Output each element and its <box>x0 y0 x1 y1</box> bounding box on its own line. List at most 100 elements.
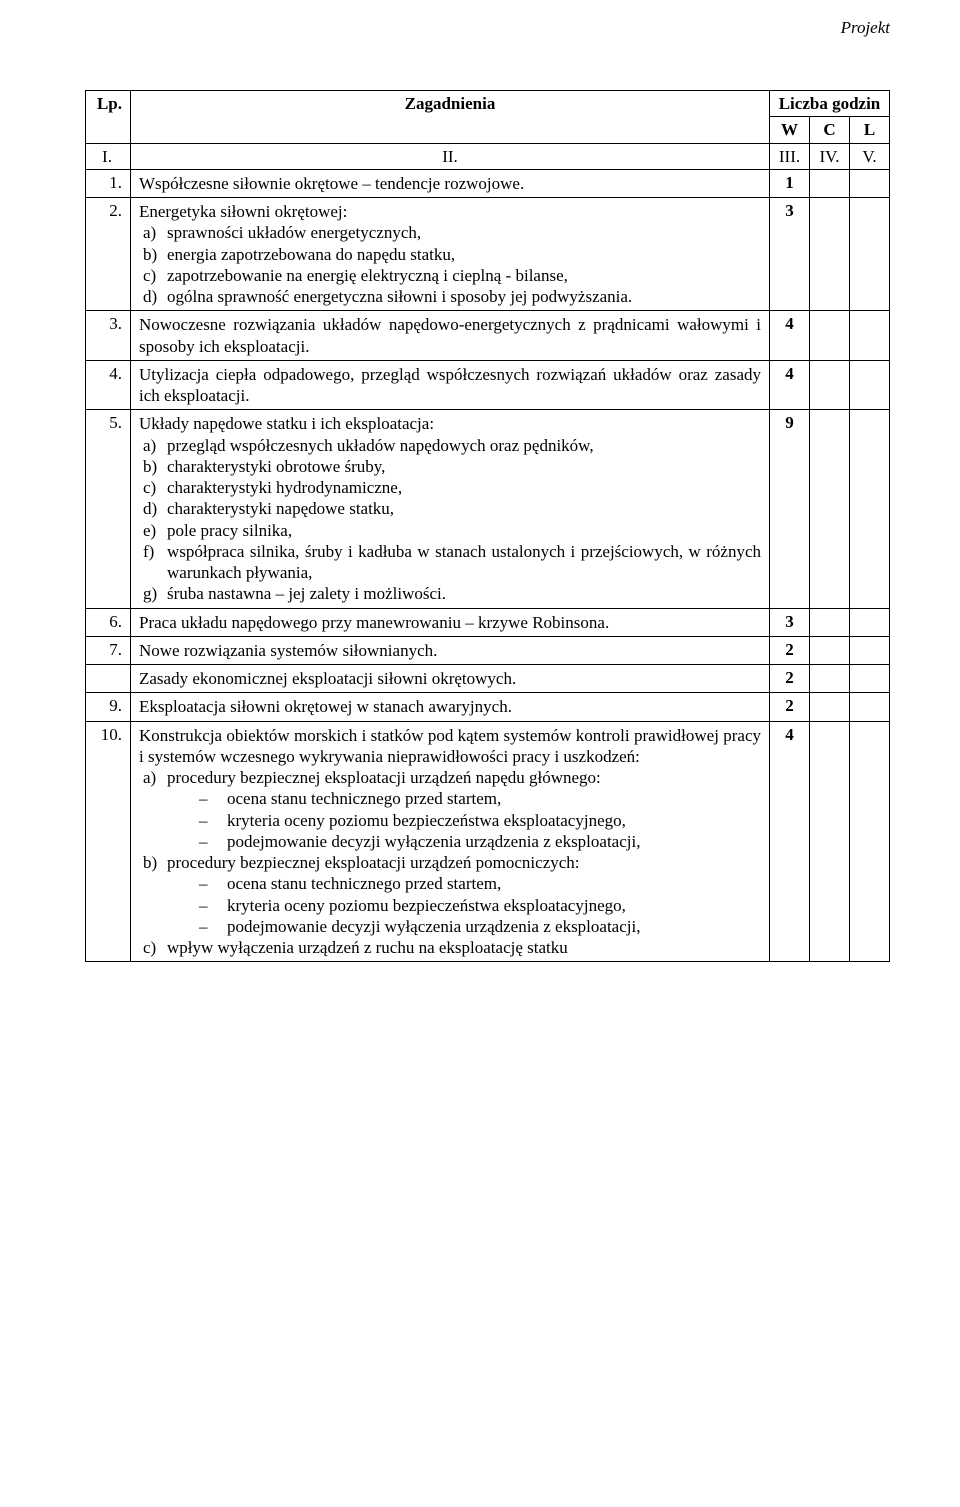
list-item: a) procedury bezpiecznej eksploatacji ur… <box>167 767 761 852</box>
header-row-1: Lp. Zagadnienia Liczba godzin <box>86 91 890 117</box>
row-l <box>850 693 890 721</box>
list-marker: a) <box>143 435 156 456</box>
row-text: Nowoczesne rozwiązania układów napędowo-… <box>131 311 770 361</box>
col-l-header: L <box>850 117 890 143</box>
table-row: 6. Praca układu napędowego przy manewrow… <box>86 608 890 636</box>
list-item: d)ogólna sprawność energetyczna siłowni … <box>167 286 761 307</box>
roman-I: I. <box>86 143 131 169</box>
list-text: zapotrzebowanie na energię elektryczną i… <box>167 266 568 285</box>
list-text: przegląd współczesnych układów napędowyc… <box>167 436 594 455</box>
list-text: sprawności układów energetycznych, <box>167 223 421 242</box>
list-text: procedury bezpiecznej eksploatacji urząd… <box>167 853 580 872</box>
roman-II: II. <box>131 143 770 169</box>
row-w: 3 <box>770 198 810 311</box>
list-marker: c) <box>143 477 156 498</box>
row-c <box>810 721 850 962</box>
table-row: 1. Współczesne siłownie okrętowe – tende… <box>86 169 890 197</box>
row-text: Układy napędowe statku i ich eksploatacj… <box>139 413 761 434</box>
dash-item: podejmowanie decyzji wyłączenia urządzen… <box>227 831 761 852</box>
sub-list: a) procedury bezpiecznej eksploatacji ur… <box>139 767 761 958</box>
sub-list: a)sprawności układów energetycznych, b)e… <box>139 222 761 307</box>
dash-list: ocena stanu technicznego przed startem, … <box>167 788 761 852</box>
dash-item: ocena stanu technicznego przed startem, <box>227 788 761 809</box>
table-row: 3. Nowoczesne rozwiązania układów napędo… <box>86 311 890 361</box>
row-l <box>850 721 890 962</box>
row-c <box>810 636 850 664</box>
list-item: a)przegląd współczesnych układów napędow… <box>167 435 761 456</box>
col-lp-header: Lp. <box>86 91 131 144</box>
list-marker: g) <box>143 583 157 604</box>
syllabus-table: Lp. Zagadnienia Liczba godzin W C L I. I… <box>85 90 890 962</box>
row-number: 3. <box>86 311 131 361</box>
list-marker: d) <box>143 286 157 307</box>
list-text: ogólna sprawność energetyczna siłowni i … <box>167 287 632 306</box>
list-item: g)śruba nastawna – jej zalety i możliwoś… <box>167 583 761 604</box>
row-l <box>850 665 890 693</box>
roman-IV: IV. <box>810 143 850 169</box>
row-text: Nowe rozwiązania systemów siłownianych. <box>131 636 770 664</box>
list-item: f)współpraca silnika, śruby i kadłuba w … <box>167 541 761 584</box>
row-number: 5. <box>86 410 131 608</box>
table-row: 10. Konstrukcja obiektów morskich i stat… <box>86 721 890 962</box>
row-w: 1 <box>770 169 810 197</box>
col-c-header: C <box>810 117 850 143</box>
row-text: Eksploatacja siłowni okrętowej w stanach… <box>131 693 770 721</box>
row-number <box>86 665 131 693</box>
col-w-header: W <box>770 117 810 143</box>
row-l <box>850 636 890 664</box>
list-text: śruba nastawna – jej zalety i możliwości… <box>167 584 446 603</box>
list-text: energia zapotrzebowana do napędu statku, <box>167 245 455 264</box>
list-item: d)charakterystyki napędowe statku, <box>167 498 761 519</box>
project-label: Projekt <box>841 18 890 38</box>
row-l <box>850 198 890 311</box>
table-row: 9. Eksploatacja siłowni okrętowej w stan… <box>86 693 890 721</box>
row-l <box>850 410 890 608</box>
dash-item: kryteria oceny poziomu bezpieczeństwa ek… <box>227 810 761 831</box>
row-number: 7. <box>86 636 131 664</box>
row-c <box>810 665 850 693</box>
row-c <box>810 693 850 721</box>
row-l <box>850 311 890 361</box>
list-marker: c) <box>143 265 156 286</box>
row-number: 6. <box>86 608 131 636</box>
list-item: b)charakterystyki obrotowe śruby, <box>167 456 761 477</box>
row-number: 4. <box>86 360 131 410</box>
dash-item: kryteria oceny poziomu bezpieczeństwa ek… <box>227 895 761 916</box>
row-w: 4 <box>770 721 810 962</box>
list-item: c)zapotrzebowanie na energię elektryczną… <box>167 265 761 286</box>
list-text: charakterystyki napędowe statku, <box>167 499 394 518</box>
list-item: b) procedury bezpiecznej eksploatacji ur… <box>167 852 761 937</box>
row-text: Konstrukcja obiektów morskich i statków … <box>139 725 761 768</box>
list-text: procedury bezpiecznej eksploatacji urząd… <box>167 768 601 787</box>
row-l <box>850 360 890 410</box>
list-marker: e) <box>143 520 156 541</box>
row-number: 1. <box>86 169 131 197</box>
page: Projekt Lp. Zagadnienia Liczba godzin W … <box>0 0 960 1022</box>
row-l <box>850 169 890 197</box>
roman-row: I. II. III. IV. V. <box>86 143 890 169</box>
table-row: Zasady ekonomicznej eksploatacji siłowni… <box>86 665 890 693</box>
list-item: c)charakterystyki hydrodynamiczne, <box>167 477 761 498</box>
roman-V: V. <box>850 143 890 169</box>
row-w: 3 <box>770 608 810 636</box>
list-marker: c) <box>143 937 156 958</box>
row-content: Układy napędowe statku i ich eksploatacj… <box>131 410 770 608</box>
list-marker: b) <box>143 456 157 477</box>
list-text: charakterystyki hydrodynamiczne, <box>167 478 402 497</box>
table-row: 5. Układy napędowe statku i ich eksploat… <box>86 410 890 608</box>
row-w: 2 <box>770 636 810 664</box>
list-item: c) wpływ wyłączenia urządzeń z ruchu na … <box>167 937 761 958</box>
row-c <box>810 608 850 636</box>
row-w: 4 <box>770 360 810 410</box>
row-number: 9. <box>86 693 131 721</box>
list-marker: a) <box>143 222 156 243</box>
row-l <box>850 608 890 636</box>
row-text: Utylizacja ciepła odpadowego, przegląd w… <box>131 360 770 410</box>
list-marker: b) <box>143 852 157 873</box>
list-text: współpraca silnika, śruby i kadłuba w st… <box>167 542 761 582</box>
row-c <box>810 360 850 410</box>
row-c <box>810 198 850 311</box>
row-text: Energetyka siłowni okrętowej: <box>139 201 761 222</box>
table-row: 7. Nowe rozwiązania systemów siłownianyc… <box>86 636 890 664</box>
table-row: 2. Energetyka siłowni okrętowej: a)spraw… <box>86 198 890 311</box>
